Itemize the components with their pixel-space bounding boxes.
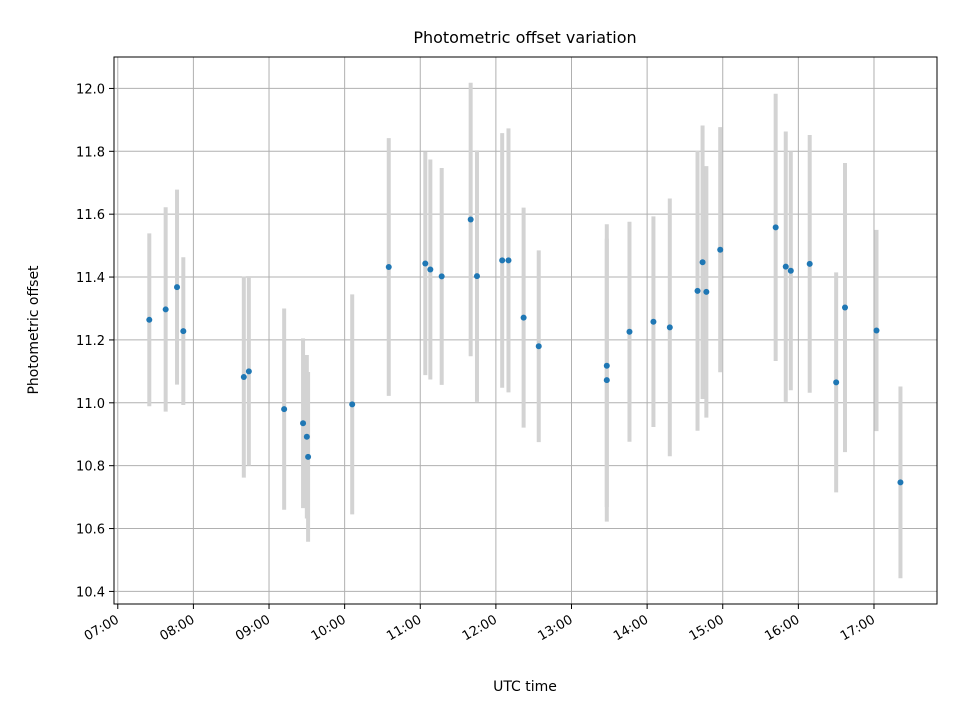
y-tick-label: 11.2 [76, 334, 105, 349]
data-point [650, 318, 657, 325]
data-point [717, 246, 724, 253]
data-point [626, 328, 633, 335]
y-tick-label: 10.8 [76, 460, 105, 475]
y-tick-label: 11.6 [76, 208, 105, 223]
data-point [499, 257, 506, 264]
y-axis-label: Photometric offset [26, 265, 42, 395]
y-axis: 10.4 10.6 10.8 11.0 11.2 11.4 11.6 11.8 12.0 [76, 82, 114, 600]
data-point [349, 401, 356, 408]
data-point [438, 273, 445, 280]
data-point [841, 304, 848, 311]
x-axis-label: UTC time [493, 679, 557, 695]
data-point [833, 379, 840, 386]
data-point [897, 479, 904, 486]
data-point [162, 306, 169, 313]
data-point [467, 216, 474, 223]
data-point [300, 420, 307, 427]
data-point [666, 324, 673, 331]
data-point [603, 377, 610, 384]
data-point [806, 260, 813, 267]
data-point [174, 284, 181, 291]
chart-title: Photometric offset variation [413, 28, 636, 47]
y-tick-label: 11.0 [76, 397, 105, 412]
data-point [535, 343, 542, 350]
data-point [782, 263, 789, 270]
point-layer [146, 216, 904, 486]
data-point [385, 263, 392, 270]
y-tick-label: 10.4 [76, 585, 105, 600]
data-point [245, 368, 252, 375]
y-tick-label: 12.0 [76, 82, 105, 97]
data-point [305, 453, 312, 460]
data-point [699, 259, 706, 266]
data-point [422, 260, 429, 267]
data-point [873, 327, 880, 334]
data-point [180, 328, 187, 335]
data-point [505, 257, 512, 264]
data-point [603, 362, 610, 369]
y-tick-label: 11.8 [76, 145, 105, 160]
data-point [520, 314, 527, 321]
data-point [787, 267, 794, 274]
data-point [772, 224, 779, 231]
data-point [427, 266, 434, 273]
data-point [240, 374, 247, 381]
y-tick-label: 10.6 [76, 523, 105, 538]
data-point [146, 316, 153, 323]
data-point [281, 406, 288, 413]
data-point [303, 433, 310, 440]
data-point [703, 288, 710, 295]
plot-frame [113, 56, 938, 605]
y-tick-label: 11.4 [76, 271, 105, 286]
data-point [473, 273, 480, 280]
data-point [694, 287, 701, 294]
